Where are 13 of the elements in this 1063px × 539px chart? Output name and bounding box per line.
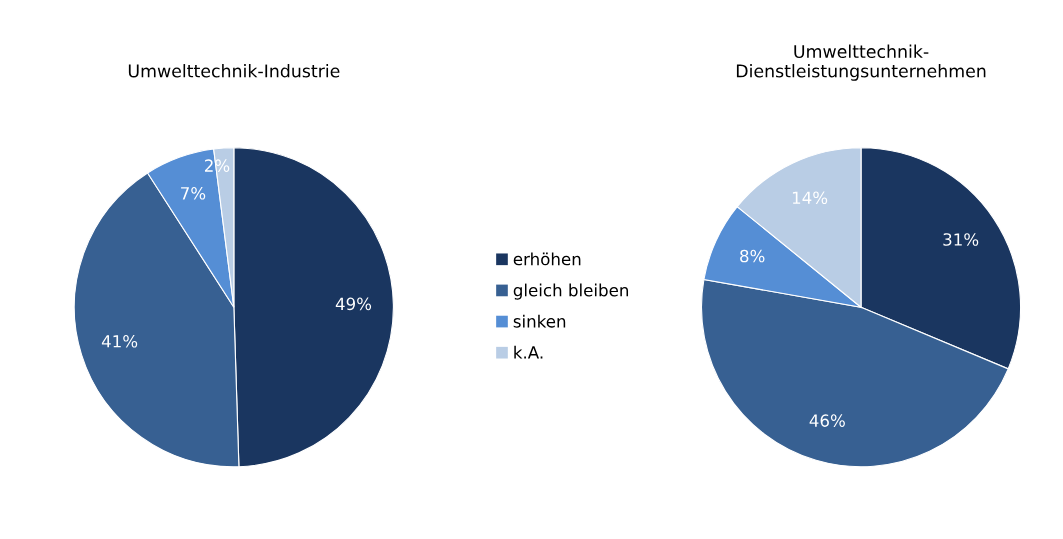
legend-label: gleich bleiben	[513, 283, 629, 300]
chart-title: Umwelttechnik- Dienstleistungsunternehmen	[736, 44, 986, 81]
data-label: 49%	[335, 297, 372, 311]
chart-title: Umwelttechnik-Industrie	[128, 64, 340, 78]
data-label: 8%	[740, 249, 765, 263]
legend-label: sinken	[513, 314, 566, 328]
data-label: 41%	[101, 334, 138, 348]
data-label: 7%	[181, 187, 206, 200]
legend-label: k.A.	[514, 345, 543, 359]
data-label: 14%	[792, 191, 828, 205]
data-label: 31%	[943, 233, 979, 246]
data-label: 46%	[809, 414, 845, 427]
legend-label: erhöhen	[513, 252, 581, 266]
